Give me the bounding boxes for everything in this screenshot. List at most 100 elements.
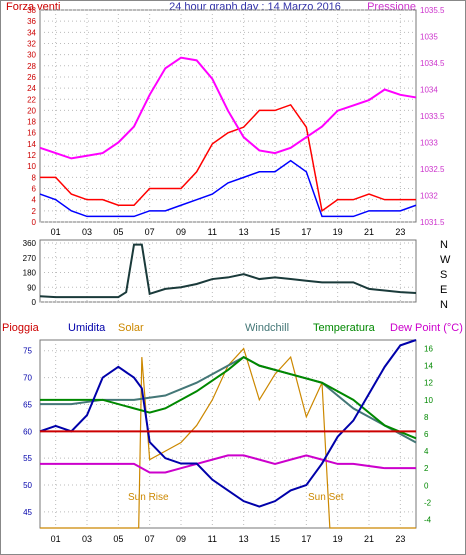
x-tick-label: 15 [270,227,280,237]
direction-tick-label: 90 [27,283,36,292]
y-left-tick-label: 22 [27,95,36,104]
y-left-tick-label: 6 [32,185,37,194]
direction-tick-label: 180 [23,269,37,278]
sunrise-annotation: Sun Rise [128,492,169,503]
temperatura-line [40,355,417,440]
x-tick-label: 19 [333,227,343,237]
gust-line [40,103,416,213]
sunset-annotation: Sun Set [308,492,344,503]
y-right-tick-label: -4 [424,515,432,524]
y-right-tick-label: 14 [424,362,433,371]
direction-line [39,243,417,299]
y-left-tick-label: 12 [27,151,36,160]
y-right-tick-label: 4 [424,447,429,456]
top-series [39,56,417,218]
direction-grid [40,240,416,303]
x-tick-label: 07 [145,227,155,237]
x-tick-label: 17 [301,534,311,544]
y-left-tick-label: 4 [32,196,37,205]
x-tick-label: 05 [113,534,123,544]
y-left-tick-label: 28 [27,62,36,71]
y-right-tick-label: 1032.5 [420,165,445,174]
x-tick-label: 11 [208,534,217,544]
y-right-tick-label: 6 [424,430,429,439]
bottom-right-ticks: -4 -2 0 2 4 6 8 10 12 14 16 [424,345,433,525]
y-left-tick-label: 18 [27,118,36,127]
y-left-tick-label: 14 [27,140,36,149]
y-left-tick-label: 26 [27,73,36,82]
direction-ticks: 0 90 180 270 360 [23,239,37,307]
x-tick-label: 21 [364,534,374,544]
top-grid [40,9,416,223]
y-right-tick-label: 10 [424,396,433,405]
y-left-tick-label: 8 [32,173,37,182]
y-right-tick-label: 1031.5 [420,218,445,227]
x-tick-label: 15 [270,534,280,544]
y-left-tick-label: 36 [27,17,36,26]
compass-label: S [440,269,447,281]
compass-label: N [440,239,448,251]
legend-label: Windchill [245,322,289,334]
y-right-tick-label: 1034.5 [420,59,445,68]
y-right-tick-label: 1032 [420,192,438,201]
x-tick-label: 13 [239,227,249,237]
y-left-tick-label: 10 [27,162,36,171]
legend-label: Solar [118,322,144,334]
x-tick-label: 03 [82,227,92,237]
compass-label: W [440,254,451,266]
y-right-tick-label: 1033 [420,139,438,148]
y-left-tick-label: 65 [23,400,32,409]
x-tick-label: 17 [301,227,311,237]
y-right-tick-label: 1035.5 [420,6,445,15]
y-left-tick-label: 60 [23,427,32,436]
top-plot-area [39,9,417,223]
y-right-tick-label: 0 [424,481,429,490]
y-left-tick-label: 32 [27,39,36,48]
bottom-series [39,339,417,529]
x-tick-label: 09 [176,534,186,544]
x-tick-label: 23 [395,227,405,237]
legend-label: Temperatura [313,322,376,334]
y-left-tick-label: 16 [27,129,36,138]
y-right-tick-label: 16 [424,345,433,354]
bottom-grid [40,340,416,528]
bottom-x-ticks: 01 03 05 07 09 11 13 15 17 19 21 23 [51,534,406,544]
direction-plot-area [39,239,417,303]
direction-series [39,243,417,299]
dew-point-line [40,454,416,474]
y-right-tick-label: 8 [424,413,429,422]
y-left-tick-label: 55 [23,454,32,463]
bottom-plot-area [39,339,417,529]
top-x-ticks: 01 03 05 07 09 11 13 15 17 19 21 23 [51,227,406,237]
y-right-tick-label: 2 [424,464,429,473]
x-tick-label: 07 [145,534,155,544]
y-left-tick-label: 75 [23,347,32,356]
y-right-tick-label: 1033.5 [420,112,445,121]
legend-label: Dew Point (°C) [390,322,463,334]
x-tick-label: 21 [364,227,374,237]
y-right-tick-label: 1035 [420,33,438,42]
x-tick-label: 19 [333,534,343,544]
bottom-left-ticks: 45 50 55 60 65 70 75 [23,347,32,517]
x-tick-label: 01 [51,227,61,237]
y-left-tick-label: 50 [23,481,32,490]
windchill-line [40,355,417,444]
y-left-tick-label: 45 [23,508,32,517]
y-left-tick-label: 2 [32,207,37,216]
wind-avg-line [39,159,417,218]
y-right-tick-label: 12 [424,379,433,388]
pressure-line [39,56,417,160]
x-tick-label: 13 [239,534,249,544]
compass-label: E [440,284,447,296]
direction-tick-label: 360 [23,239,37,248]
legend-label: Umidita [68,322,106,334]
x-tick-label: 09 [176,227,186,237]
x-tick-label: 11 [208,227,217,237]
y-left-tick-label: 30 [27,51,36,60]
legend-label: Pioggia [2,322,40,334]
y-left-tick-label: 38 [27,6,36,15]
direction-tick-label: 270 [23,254,37,263]
